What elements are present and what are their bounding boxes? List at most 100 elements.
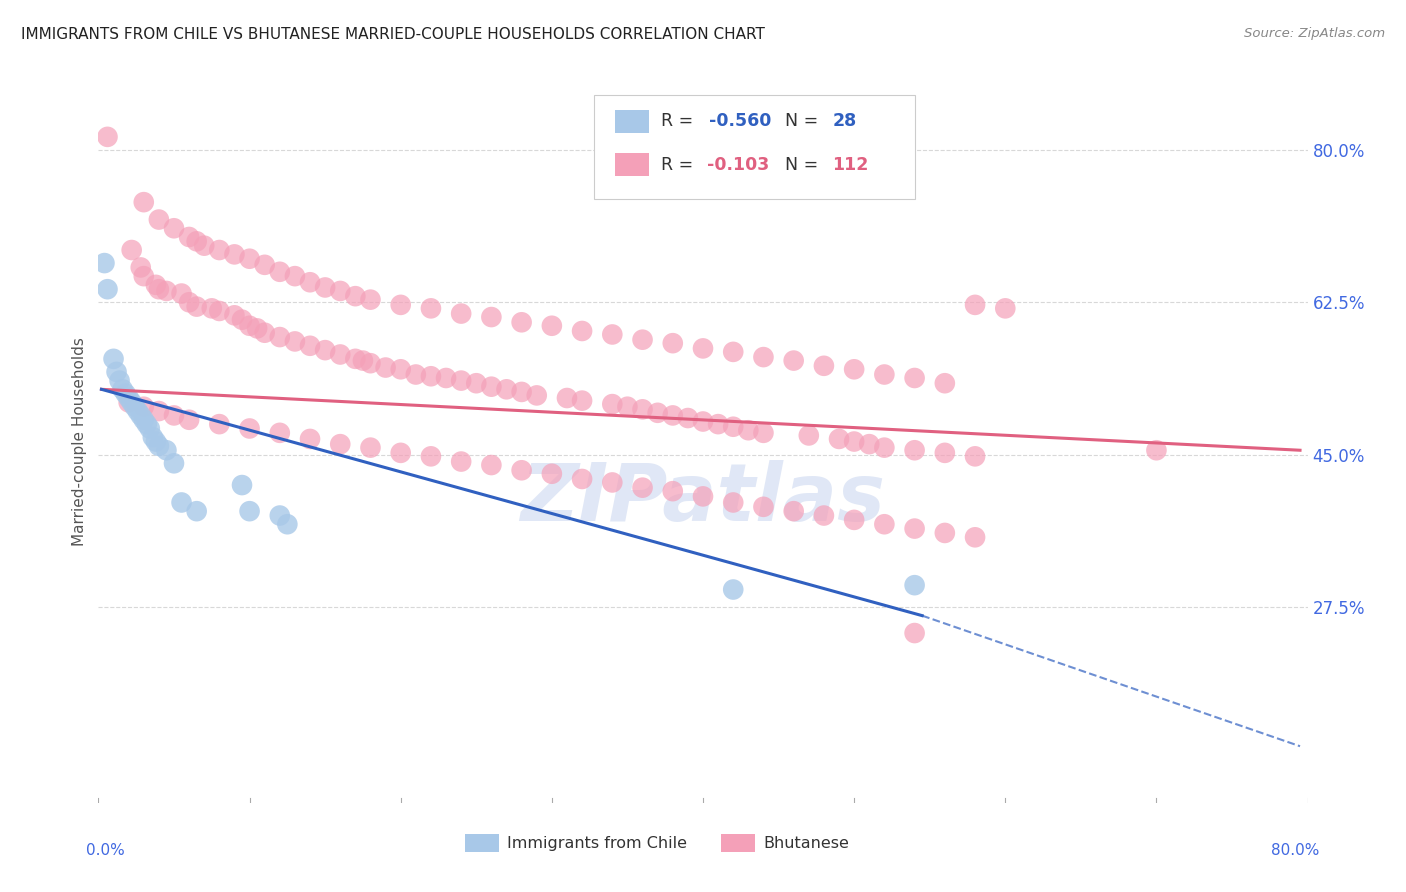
Point xyxy=(965,450,987,464)
Point xyxy=(389,446,412,460)
Point xyxy=(163,409,186,423)
Point xyxy=(813,359,835,373)
Point xyxy=(129,409,152,423)
Text: Source: ZipAtlas.com: Source: ZipAtlas.com xyxy=(1244,27,1385,40)
Point xyxy=(904,443,927,458)
Point xyxy=(813,508,835,523)
Point xyxy=(163,456,186,470)
Text: Immigrants from Chile: Immigrants from Chile xyxy=(508,836,688,851)
Point xyxy=(121,243,143,257)
Point xyxy=(284,334,307,349)
FancyBboxPatch shape xyxy=(614,110,648,133)
Point xyxy=(186,235,208,249)
Point xyxy=(737,423,759,437)
Point xyxy=(510,463,533,477)
Point xyxy=(186,504,208,518)
Point xyxy=(631,333,654,347)
Point xyxy=(246,321,269,335)
Point xyxy=(329,347,352,361)
Point xyxy=(374,360,396,375)
Point xyxy=(239,252,262,266)
Y-axis label: Married-couple Households: Married-couple Households xyxy=(72,337,87,546)
Point xyxy=(127,404,149,418)
Point xyxy=(526,388,548,402)
Point xyxy=(155,284,177,298)
Point xyxy=(108,374,131,388)
Point xyxy=(360,293,382,307)
Point xyxy=(934,376,956,391)
Point xyxy=(965,530,987,544)
Point xyxy=(692,489,714,503)
Point xyxy=(124,400,146,414)
Point xyxy=(692,415,714,429)
Point xyxy=(450,374,472,388)
FancyBboxPatch shape xyxy=(595,95,915,200)
Point xyxy=(132,413,155,427)
Point xyxy=(148,282,170,296)
Point xyxy=(118,391,141,405)
Point xyxy=(179,295,201,310)
Point xyxy=(239,318,262,333)
Point xyxy=(231,312,253,326)
Point xyxy=(844,434,866,449)
Point xyxy=(329,284,352,298)
Point xyxy=(752,500,775,514)
Point xyxy=(299,339,322,353)
Point xyxy=(571,472,593,486)
Point xyxy=(420,369,443,384)
FancyBboxPatch shape xyxy=(614,153,648,177)
Text: 28: 28 xyxy=(832,112,856,130)
Point xyxy=(723,582,745,597)
Point xyxy=(707,417,730,431)
Point xyxy=(269,425,291,440)
Text: IMMIGRANTS FROM CHILE VS BHUTANESE MARRIED-COUPLE HOUSEHOLDS CORRELATION CHART: IMMIGRANTS FROM CHILE VS BHUTANESE MARRI… xyxy=(21,27,765,42)
FancyBboxPatch shape xyxy=(721,834,755,852)
Point xyxy=(201,301,224,316)
Point xyxy=(540,318,562,333)
Point xyxy=(420,450,443,464)
Text: R =: R = xyxy=(661,112,699,130)
Point xyxy=(299,432,322,446)
Point xyxy=(344,351,367,366)
Point xyxy=(661,409,683,423)
Point xyxy=(105,365,128,379)
Point xyxy=(163,221,186,235)
Point xyxy=(142,430,165,444)
Point xyxy=(132,195,155,210)
Point xyxy=(858,437,880,451)
Text: ZIPatlas: ZIPatlas xyxy=(520,460,886,539)
Point xyxy=(193,238,215,252)
Point xyxy=(934,525,956,540)
Point xyxy=(179,413,201,427)
Point xyxy=(571,324,593,338)
Point xyxy=(148,439,170,453)
Point xyxy=(434,371,457,385)
Text: Bhutanese: Bhutanese xyxy=(763,836,849,851)
Point xyxy=(269,265,291,279)
Point xyxy=(994,301,1017,316)
Point xyxy=(145,434,167,449)
Point xyxy=(661,336,683,351)
Point xyxy=(360,441,382,455)
Point xyxy=(231,478,253,492)
Point xyxy=(111,382,134,396)
Point xyxy=(510,384,533,399)
Point xyxy=(389,298,412,312)
Point xyxy=(155,443,177,458)
Point xyxy=(93,256,115,270)
Point xyxy=(510,315,533,329)
Point xyxy=(450,307,472,321)
Point xyxy=(186,300,208,314)
Text: N =: N = xyxy=(785,156,824,174)
Point xyxy=(96,129,118,144)
Point xyxy=(405,368,427,382)
Point xyxy=(783,504,806,518)
Point xyxy=(314,280,336,294)
Point xyxy=(797,428,820,442)
Point xyxy=(121,395,143,409)
Point xyxy=(904,626,927,640)
Point xyxy=(1144,443,1167,458)
Point xyxy=(208,417,231,431)
Point xyxy=(481,380,503,394)
Point xyxy=(934,446,956,460)
